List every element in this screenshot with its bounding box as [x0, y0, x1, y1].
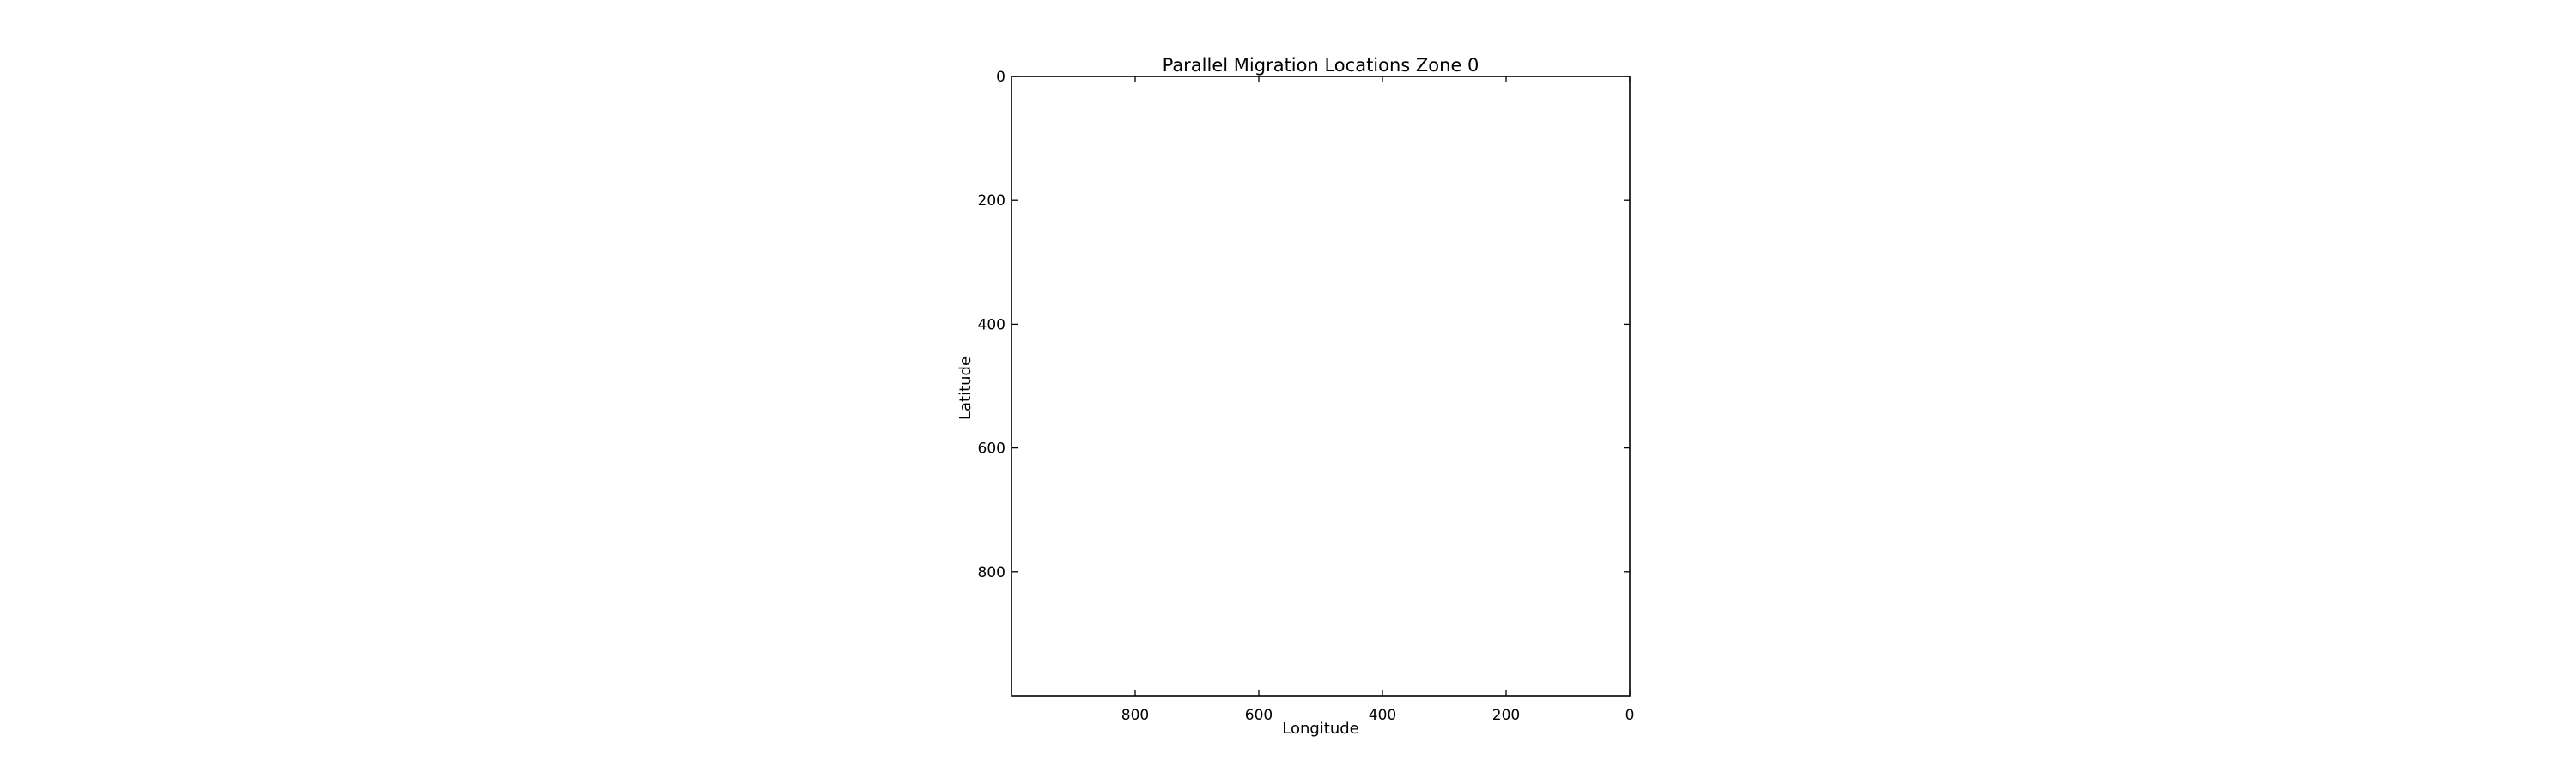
- chart-title: Parallel Migration Locations Zone 0: [1163, 55, 1479, 76]
- plot-area: 800 600 400 200 0 0 200 400 600 800: [978, 69, 1635, 724]
- y-axis-label: Latitude: [957, 356, 975, 420]
- x-tick-label: 800: [1121, 707, 1149, 724]
- x-tick-label: 400: [1369, 707, 1396, 724]
- y-tick-label: 800: [978, 564, 1005, 581]
- axes-frame: [1011, 76, 1631, 697]
- y-tick-label: 600: [978, 441, 1005, 458]
- y-tick-label: 200: [978, 192, 1005, 210]
- x-tick-label: 0: [1625, 707, 1635, 724]
- x-tick-label: 200: [1492, 707, 1520, 724]
- x-tick-label: 600: [1245, 707, 1273, 724]
- y-tick-label: 400: [978, 316, 1005, 333]
- x-axis-label: Longitude: [1282, 720, 1359, 738]
- y-tick-label: 0: [996, 69, 1005, 86]
